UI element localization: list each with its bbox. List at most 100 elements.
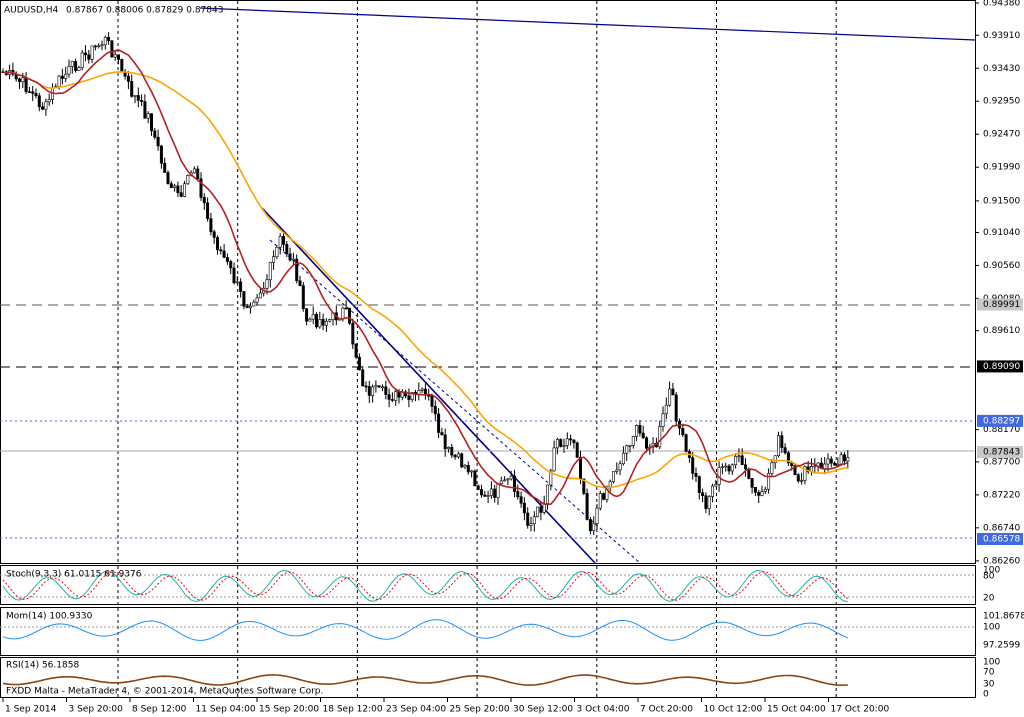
candle-body [380,386,384,389]
candle-body [463,465,467,468]
candle-body [321,319,325,326]
moving-averages [2,49,849,506]
rsi-frame [0,657,976,698]
candle-body [701,492,705,496]
candle-body [842,454,846,462]
price-marker-label: 0.87843 [983,448,1020,458]
candle-body [526,512,530,526]
candle-body [163,162,167,173]
price-label: 0.91040 [983,228,1020,238]
candle-body [209,218,213,233]
price-label: 0.92470 [983,130,1020,140]
candle-body [314,313,318,328]
candle-body [117,54,121,60]
candle-body [598,493,602,509]
price-label: 0.93430 [983,64,1020,74]
candle-body [255,297,259,303]
indicator-level: 97.2599 [983,641,1020,651]
candle-body [470,470,474,473]
grid: 1 Sep 2014 3 Sep 20:00 8 Sep 12:00 11 Sep 0… [2,1,889,715]
candle-body [308,318,312,322]
candle-body [635,425,639,437]
candle-body [803,466,807,481]
price-marker-label: 0.89090 [983,362,1020,372]
price-marker-label: 0.88297 [983,416,1020,426]
time-label: 30 Sep 12:00 [513,705,573,715]
time-label: 1 Sep 2014 [5,705,57,715]
candle-body [57,75,61,87]
candle-body [430,395,434,407]
price-label: 0.86740 [983,523,1020,533]
trend-line [199,7,976,41]
candle-body [473,470,477,487]
mom-line [2,619,848,641]
price-label: 0.91990 [983,163,1020,173]
candle-body [460,453,464,468]
candle-body [499,480,503,485]
candle-body [347,307,351,324]
price-label: 0.89610 [983,326,1020,336]
candle-body [734,456,738,466]
candle-body [770,462,774,474]
price-marker [977,298,1023,311]
candle-body [572,439,576,444]
candle-body [387,394,391,400]
candle-body [113,54,117,58]
price-label: 0.87700 [983,457,1020,467]
candle-body [324,320,328,326]
price-label: 0.94380 [983,0,1020,9]
price-marker-label: 0.86578 [983,534,1020,544]
candle-body [493,488,497,498]
indicator-level: 30 [983,680,995,690]
candle-body [47,99,51,103]
candle-body [592,523,596,531]
candle-body [146,113,150,119]
candle-body [80,52,84,68]
candle-body [829,458,833,464]
candle-body [539,506,543,513]
candle-body [156,136,160,147]
candle-body [27,91,31,93]
price-label: 0.86260 [983,556,1020,566]
indicator-level: 80 [983,572,995,582]
candle-body [407,395,411,400]
candle-body [404,391,408,397]
candle-body [153,130,157,138]
candle-body [60,75,64,79]
candle-body [506,478,510,481]
indicator-level: 0 [983,690,989,700]
candle-body [169,183,173,188]
annotations [0,7,976,564]
indicator-label: RSI(14) 56.1858 [6,661,79,671]
candle-body [186,175,190,185]
candle-body [479,489,483,496]
stoch-frame [0,565,976,605]
candle-body [87,54,91,60]
candle-body [433,406,437,415]
candle-body [159,145,163,164]
candle-body [684,434,688,452]
candle-body [443,434,447,450]
candle-body [143,101,147,119]
candle-body [522,502,526,514]
candle-body [496,483,500,498]
time-label: 23 Sep 04:00 [386,705,446,715]
candle-body [776,435,780,457]
candle-body [394,391,398,401]
candle-body [727,465,731,472]
ma-fast [2,49,849,506]
candle-body [800,480,804,482]
candle-body [625,445,629,454]
candle-body [295,258,299,282]
candle-body [737,455,741,458]
candle-body [529,523,533,526]
candle-body [252,301,256,307]
candle-body [268,262,272,281]
quote: 0.87867 0.88006 0.87829 0.87843 [66,6,223,16]
candle-body [97,45,101,48]
candle-body [93,45,97,48]
candle-body [242,291,246,307]
candle-body [555,439,559,449]
candle-body [503,479,507,482]
indicator-lines [0,569,975,687]
